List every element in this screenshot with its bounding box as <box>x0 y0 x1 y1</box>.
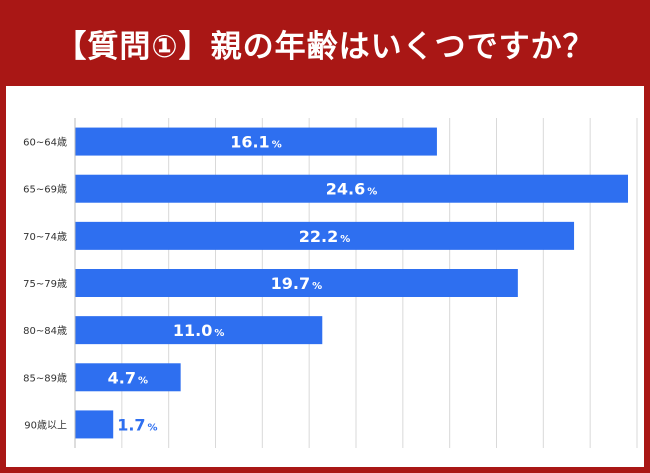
bar-3 <box>75 221 575 250</box>
data-label: 11.0% <box>173 321 225 340</box>
data-label: 16.1% <box>230 133 282 152</box>
bar-6 <box>75 363 181 392</box>
bar-4 <box>75 269 518 297</box>
category-label: 60~64歳 <box>23 137 67 149</box>
data-label: 22.2% <box>299 227 351 246</box>
category-label: 65~69歳 <box>23 184 67 196</box>
bar-7 <box>75 410 114 439</box>
data-label: 1.7% <box>117 415 157 434</box>
bar-2 <box>75 174 629 203</box>
category-label: 70~74歳 <box>23 231 67 243</box>
category-label: 80~84歳 <box>23 325 67 337</box>
data-label: 24.6% <box>326 180 378 199</box>
data-label: 4.7% <box>108 368 148 387</box>
category-label: 75~79歳 <box>23 278 67 290</box>
chart-title: 【質問①】親の年齢はいくつですか？ <box>55 28 595 65</box>
category-label: 90歳以上 <box>24 419 67 431</box>
bar-1 <box>75 127 437 156</box>
category-label: 85~89歳 <box>23 372 67 384</box>
data-label: 19.7% <box>271 274 323 293</box>
bar-5 <box>75 316 323 345</box>
